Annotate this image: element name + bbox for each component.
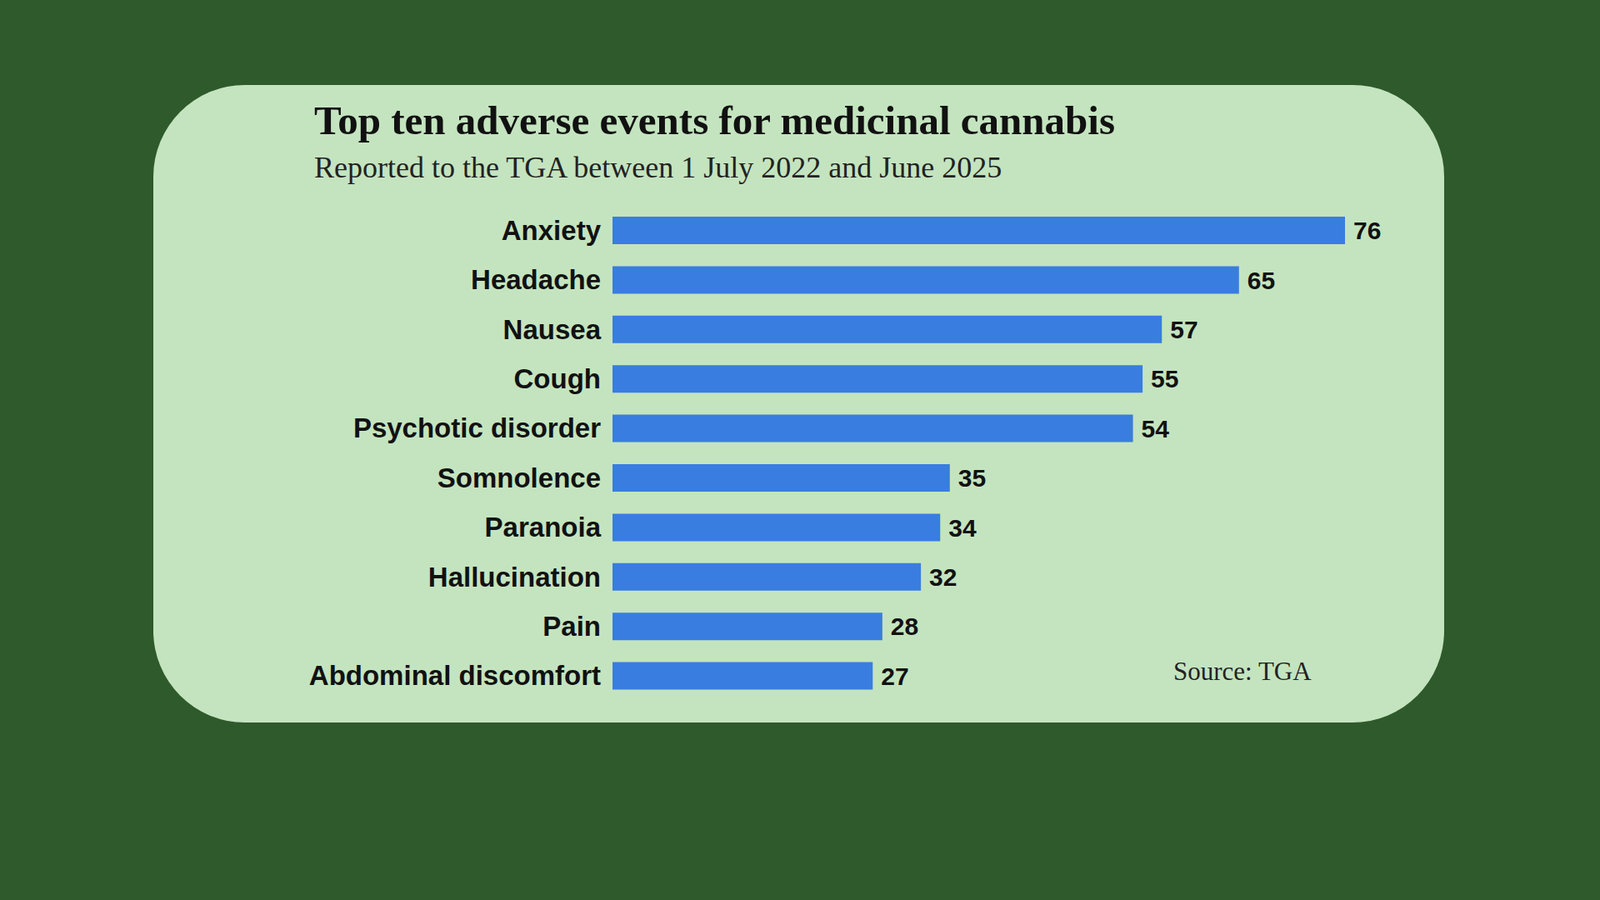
svg-text:57: 57 bbox=[1170, 315, 1198, 344]
svg-text:Cough: Cough bbox=[514, 363, 601, 395]
svg-text:65: 65 bbox=[1247, 266, 1275, 295]
svg-text:35: 35 bbox=[958, 464, 986, 492]
svg-text:Somnolence: Somnolence bbox=[437, 462, 601, 494]
svg-text:Abdominal discomfort: Abdominal discomfort bbox=[309, 660, 601, 691]
svg-text:Nausea: Nausea bbox=[503, 314, 602, 345]
svg-text:34: 34 bbox=[948, 514, 977, 542]
svg-text:76: 76 bbox=[1353, 216, 1381, 245]
html-text:Reported to the TGA between 1: Reported to the TGA between 1 July 2022 … bbox=[314, 150, 1002, 185]
svg-text:Headache: Headache bbox=[470, 264, 601, 295]
svg-text:Psychotic disorder: Psychotic disorder bbox=[353, 412, 601, 444]
svg-text:Anxiety: Anxiety bbox=[501, 215, 602, 246]
html-text:Source: TGA: Source: TGA bbox=[1173, 656, 1312, 686]
svg-text:55: 55 bbox=[1150, 365, 1179, 393]
svg-text:54: 54 bbox=[1141, 415, 1170, 443]
svg-text:Pain: Pain bbox=[542, 610, 601, 642]
svg-text:Paranoia: Paranoia bbox=[485, 511, 602, 543]
svg-text:Hallucination: Hallucination bbox=[428, 561, 601, 593]
html-text:Top ten adverse events for med: Top ten adverse events for medicinal can… bbox=[314, 97, 1115, 144]
svg-text:32: 32 bbox=[929, 563, 957, 591]
svg-text:27: 27 bbox=[880, 662, 909, 690]
svg-text:28: 28 bbox=[890, 612, 919, 640]
